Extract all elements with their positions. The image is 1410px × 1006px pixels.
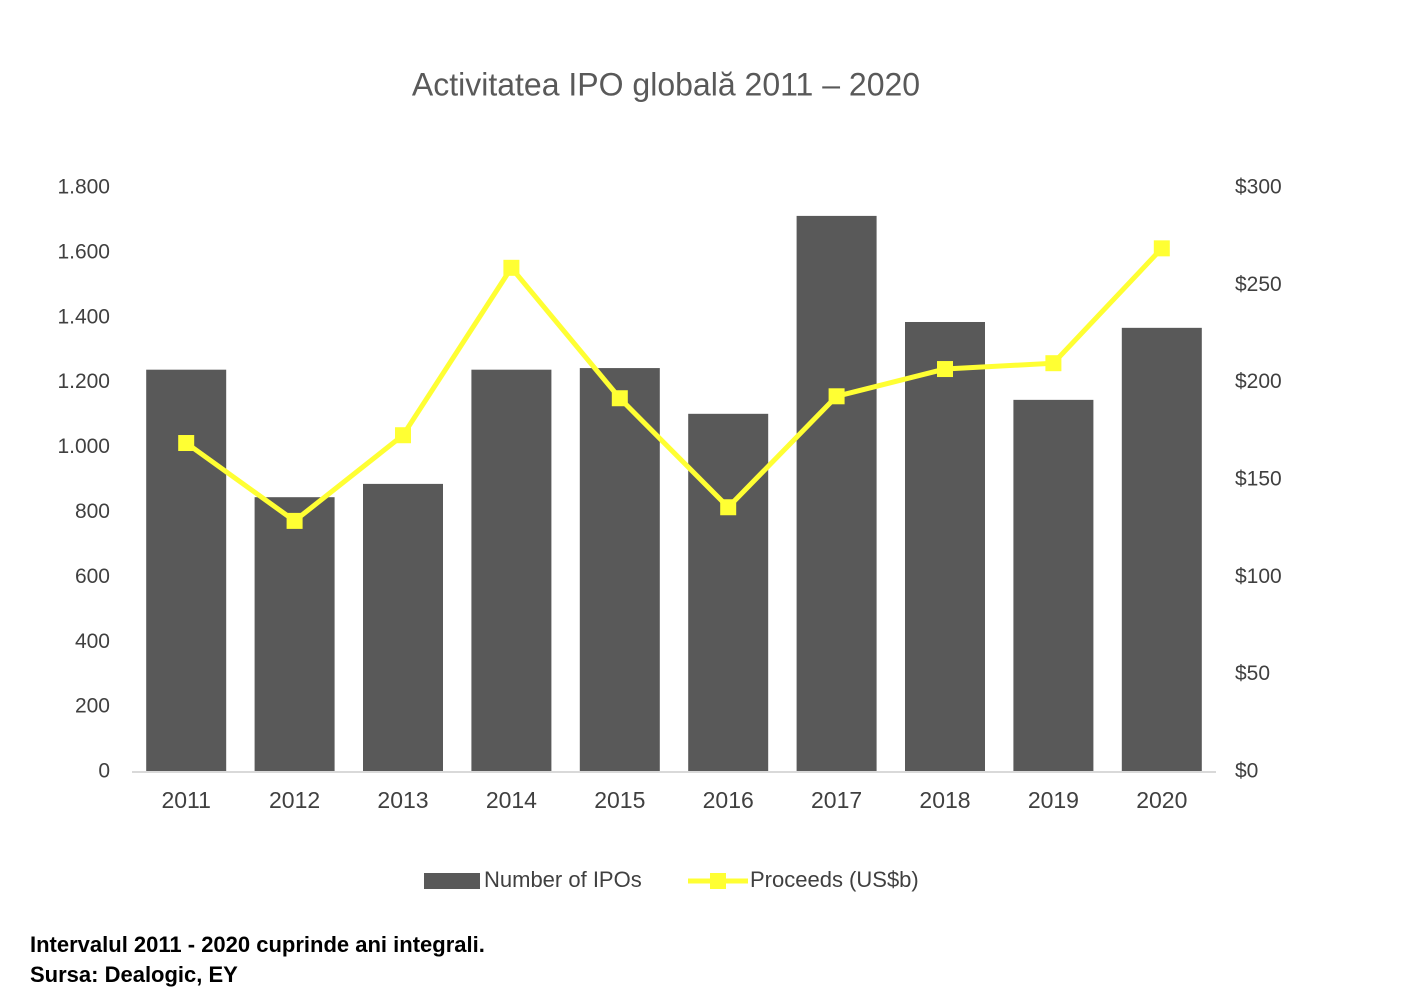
x-tick-label: 2019 <box>1028 787 1079 813</box>
legend-label: Number of IPOs <box>484 867 642 892</box>
y-tick-label: 1.400 <box>57 305 110 328</box>
bar <box>254 497 335 772</box>
bar <box>363 483 443 772</box>
x-tick-label: 2017 <box>811 787 862 813</box>
marker <box>395 427 411 444</box>
x-tick-label: 2020 <box>1136 787 1187 813</box>
legend-swatch <box>424 873 480 889</box>
note: Sursa: Dealogic, EY <box>30 962 238 987</box>
marker <box>611 390 628 407</box>
legend-swatch <box>710 873 726 889</box>
marker <box>503 259 520 276</box>
bar <box>146 369 227 772</box>
marker <box>1045 355 1062 372</box>
y-tick-label: 1.600 <box>57 240 110 263</box>
y2-tick-label: $150 <box>1235 468 1282 491</box>
y2-tick-label: $0 <box>1235 760 1258 783</box>
x-tick-label: 2016 <box>703 787 754 813</box>
bar <box>1013 399 1094 772</box>
note: Intervalul 2011 - 2020 cuprinde ani inte… <box>30 932 485 957</box>
chart-title: Activitatea IPO globală 2011 – 2020 <box>412 66 920 102</box>
bar <box>579 368 660 772</box>
y-tick-label: 200 <box>75 695 110 718</box>
marker <box>178 435 195 452</box>
marker <box>720 499 737 516</box>
line <box>184 246 1164 525</box>
y2-tick-label: $300 <box>1235 176 1282 199</box>
bar <box>471 369 552 772</box>
x-tick-label: 2018 <box>919 787 970 813</box>
marker <box>1153 240 1170 257</box>
bar <box>905 321 985 772</box>
legend-label: Proceeds (US$b) <box>750 867 919 892</box>
y-tick-label: 0 <box>98 760 110 783</box>
y2-tick-label: $200 <box>1235 370 1282 393</box>
marker <box>937 361 953 378</box>
x-tick-label: 2013 <box>377 787 428 813</box>
y2-tick-label: $50 <box>1235 662 1270 685</box>
y-tick-label: 400 <box>75 630 110 653</box>
y2-tick-label: $250 <box>1235 273 1282 296</box>
x-tick-label: 2011 <box>161 787 210 813</box>
bar <box>796 215 877 772</box>
x-tick-label: 2012 <box>269 787 320 813</box>
y-tick-label: 1.200 <box>57 370 110 393</box>
x-tick-label: 2014 <box>486 787 537 813</box>
y-tick-label: 1.800 <box>57 176 110 199</box>
y2-tick-label: $100 <box>1235 565 1282 588</box>
bar <box>1121 327 1202 772</box>
x-tick-label: 2015 <box>594 787 645 813</box>
y-tick-label: 1.000 <box>57 435 110 458</box>
bar <box>688 413 769 772</box>
marker <box>828 388 845 405</box>
y-tick-label: 600 <box>75 565 110 588</box>
marker <box>286 512 303 529</box>
y-tick-label: 800 <box>75 500 110 523</box>
